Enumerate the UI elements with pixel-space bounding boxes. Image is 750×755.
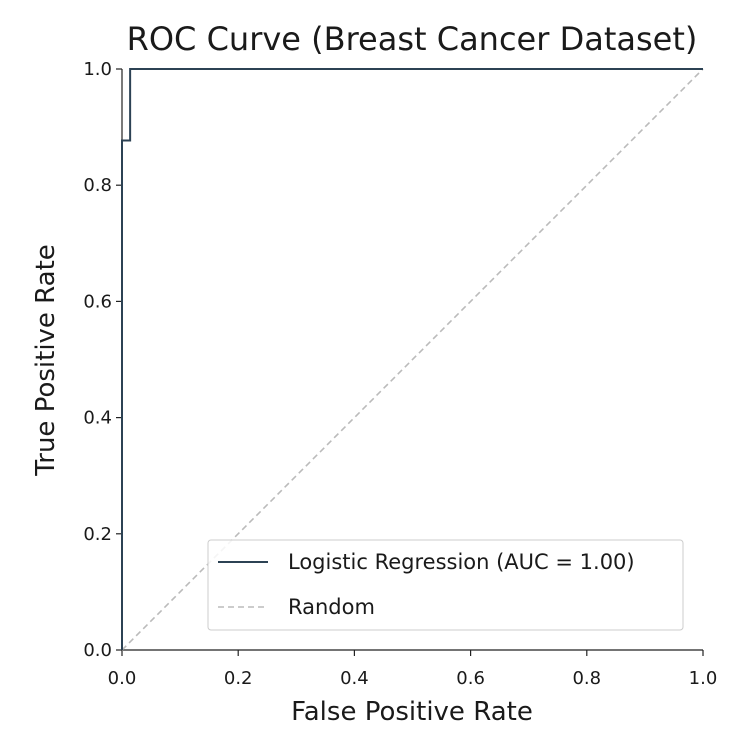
- y-tick-label: 1.0: [83, 59, 112, 80]
- y-tick-label: 0.2: [83, 524, 112, 545]
- y-tick-label: 0.4: [83, 408, 112, 429]
- y-tick-label: 0.0: [83, 640, 112, 661]
- legend-entry-label: Logistic Regression (AUC = 1.00): [288, 550, 635, 574]
- legend: Logistic Regression (AUC = 1.00) Random: [207, 539, 684, 631]
- chart-title: ROC Curve (Breast Cancer Dataset): [127, 20, 698, 58]
- x-tick-label: 0.8: [572, 668, 601, 689]
- x-tick-label: 0.2: [224, 668, 253, 689]
- y-tick-label: 0.6: [83, 291, 112, 312]
- y-axis-label: True Positive Rate: [31, 244, 61, 477]
- x-tick-label: 0.0: [108, 668, 137, 689]
- x-tick-label: 0.6: [456, 668, 485, 689]
- axes: 0.0 0.2 0.4 0.6 0.8 1.0 0.0 0.2 0.4 0.6 0.8 1.0: [83, 59, 717, 689]
- random-baseline-line: [121, 68, 704, 651]
- x-tick-label: 1.0: [689, 668, 718, 689]
- legend-entry-label: Random: [288, 595, 375, 619]
- y-tick-label: 0.8: [83, 175, 112, 196]
- legend-box: [207, 539, 684, 631]
- plot-area: [121, 68, 704, 651]
- x-tick-label: 0.4: [340, 668, 369, 689]
- roc-curve-line: [121, 68, 703, 650]
- x-axis-label: False Positive Rate: [291, 697, 533, 727]
